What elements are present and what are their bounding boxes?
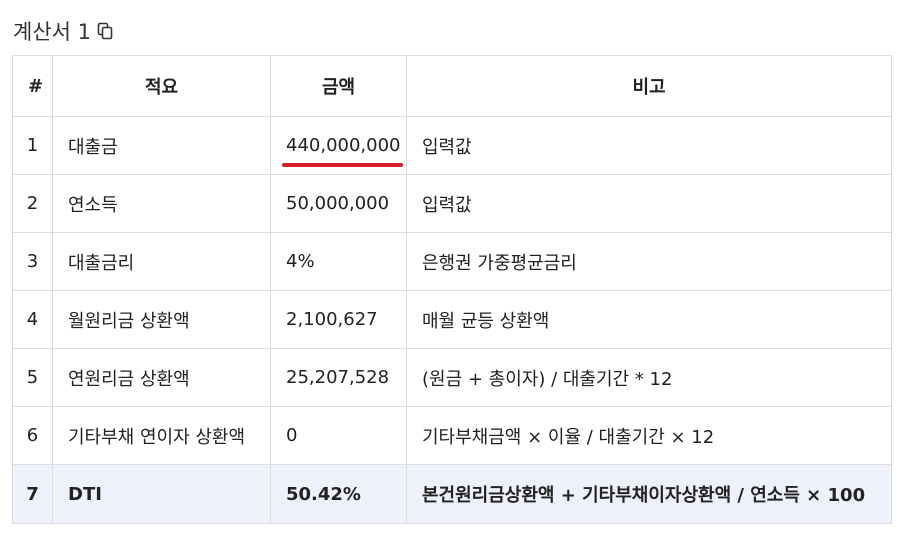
table-row: 6 기타부채 연이자 상환액 0 기타부채금액 × 이율 / 대출기간 × 12 [12,406,892,465]
table-header-row: # 적요 금액 비고 [12,55,892,117]
row-amount: 440,000,000 [270,116,407,175]
row-item: 대출금 [52,116,271,175]
loan-amount-value: 440,000,000 [282,135,403,167]
col-header-amount: 금액 [270,55,407,117]
row-number: 3 [12,232,53,291]
row-note: 입력값 [406,116,892,175]
row-number: 1 [12,116,53,175]
row-number: 7 [12,464,53,524]
calc-header: 계산서 1 [13,14,115,48]
table-row: 3 대출금리 4% 은행권 가중평균금리 [12,232,892,291]
row-note: 입력값 [406,174,892,233]
row-note: (원금 + 총이자) / 대출기간 * 12 [406,348,892,407]
row-item: 연소득 [52,174,271,233]
loan-amount-text: 440,000,000 [286,135,401,156]
calc-table: # 적요 금액 비고 1 대출금 440,000,000 입력값 2 연소득 5… [12,55,892,524]
row-number: 6 [12,406,53,465]
row-item: 기타부채 연이자 상환액 [52,406,271,465]
table-row: 4 월원리금 상환액 2,100,627 매월 균등 상환액 [12,290,892,349]
total-row: 7 DTI 50.42% 본건원리금상환액 + 기타부채이자상환액 / 연소득 … [12,464,892,524]
row-item: 월원리금 상환액 [52,290,271,349]
row-number: 4 [12,290,53,349]
row-amount: 50.42% [270,464,407,524]
row-note: 매월 균등 상환액 [406,290,892,349]
calc-title: 계산서 1 [13,20,91,44]
col-header-item: 적요 [52,55,271,117]
row-amount: 2,100,627 [270,290,407,349]
red-underline-annotation [282,163,403,167]
row-item: DTI [52,464,271,524]
row-item: 대출금리 [52,232,271,291]
col-header-number: # [12,55,53,117]
table-row: 1 대출금 440,000,000 입력값 [12,116,892,175]
table-row: 5 연원리금 상환액 25,207,528 (원금 + 총이자) / 대출기간 … [12,348,892,407]
row-amount: 4% [270,232,407,291]
copy-icon[interactable] [95,21,115,41]
row-note: 본건원리금상환액 + 기타부채이자상환액 / 연소득 × 100 [406,464,892,524]
row-number: 5 [12,348,53,407]
row-note: 기타부채금액 × 이율 / 대출기간 × 12 [406,406,892,465]
row-amount: 50,000,000 [270,174,407,233]
row-amount: 0 [270,406,407,465]
row-note: 은행권 가중평균금리 [406,232,892,291]
row-item: 연원리금 상환액 [52,348,271,407]
row-number: 2 [12,174,53,233]
col-header-note: 비고 [406,55,892,117]
table-row: 2 연소득 50,000,000 입력값 [12,174,892,233]
row-amount: 25,207,528 [270,348,407,407]
